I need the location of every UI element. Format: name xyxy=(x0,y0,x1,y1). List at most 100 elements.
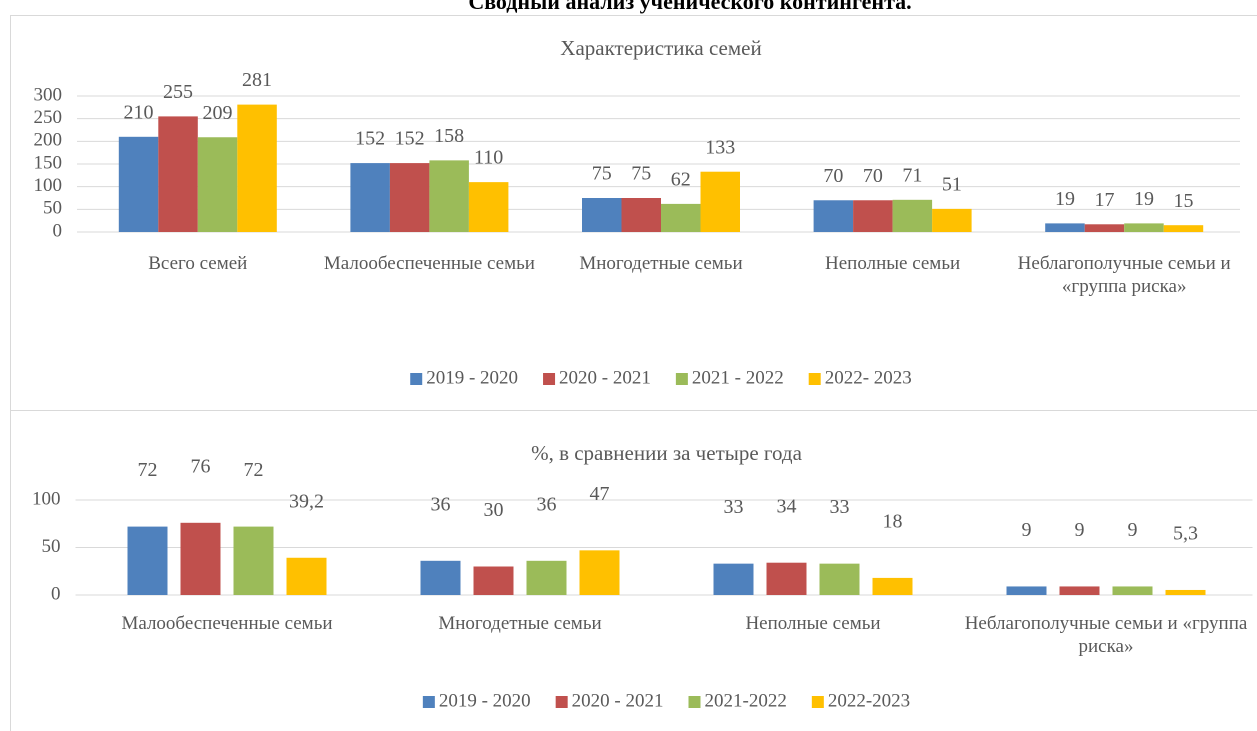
data-label: 71 xyxy=(902,164,922,186)
data-label: 9 xyxy=(1128,519,1138,541)
legend-swatch xyxy=(688,696,701,708)
x-tick-label: Неполные семьи xyxy=(745,613,881,634)
bar xyxy=(237,104,277,232)
data-label: 33 xyxy=(724,496,744,518)
data-label: 75 xyxy=(592,163,612,185)
data-label: 30 xyxy=(484,499,504,521)
y-tick-label: 150 xyxy=(34,152,63,173)
bar xyxy=(1124,223,1164,232)
y-tick-label: 50 xyxy=(42,536,61,557)
legend-swatch xyxy=(422,696,435,708)
x-tick-label: Многодетные семьи xyxy=(438,613,602,634)
x-tick-label: Неблагополучные семьи и «группа риска» xyxy=(964,613,1248,657)
data-label: 281 xyxy=(242,69,272,91)
chart-title: Характеристика семей xyxy=(560,36,761,60)
bar xyxy=(582,198,622,232)
bar xyxy=(872,577,913,595)
bar xyxy=(713,563,754,595)
bar xyxy=(813,200,854,232)
data-label: 70 xyxy=(823,165,843,187)
page-title: Сводный анализ ученического контингента. xyxy=(468,0,911,14)
bar xyxy=(468,182,509,232)
bar xyxy=(429,160,469,232)
data-label: 76 xyxy=(191,455,211,477)
legend-label: 2021-2022 xyxy=(705,690,787,711)
data-label: 15 xyxy=(1173,190,1193,212)
bar xyxy=(350,163,390,232)
data-label: 17 xyxy=(1094,189,1114,211)
y-tick-label: 200 xyxy=(34,130,63,151)
bar xyxy=(1084,224,1125,232)
legend-swatch xyxy=(543,373,556,385)
data-label: 51 xyxy=(942,173,962,195)
bar xyxy=(526,560,567,595)
legend-label: 2022- 2023 xyxy=(825,367,912,388)
data-label: 39,2 xyxy=(289,490,324,512)
x-tick-label: Неполные семьи xyxy=(825,253,961,274)
bar xyxy=(420,560,461,595)
bar xyxy=(233,526,274,595)
y-tick-label: 50 xyxy=(43,198,62,219)
data-label: 210 xyxy=(124,101,154,123)
y-tick-label: 250 xyxy=(34,107,63,128)
data-label: 209 xyxy=(203,102,233,124)
y-tick-label: 0 xyxy=(53,220,63,241)
bar xyxy=(197,137,238,232)
data-label: 152 xyxy=(355,128,385,150)
data-label: 9 xyxy=(1075,519,1085,541)
chart-frame xyxy=(10,410,1257,731)
y-tick-label: 100 xyxy=(32,488,61,509)
legend-label: 2022-2023 xyxy=(828,690,910,711)
bar xyxy=(180,522,221,595)
bar xyxy=(853,200,893,232)
legend-label: 2020 - 2021 xyxy=(572,690,664,711)
data-label: 110 xyxy=(474,147,503,169)
legend-swatch xyxy=(410,373,423,385)
data-label: 5,3 xyxy=(1173,523,1198,545)
data-label: 72 xyxy=(244,459,264,481)
data-label: 70 xyxy=(863,165,883,187)
bar xyxy=(1045,223,1085,232)
legend-swatch xyxy=(811,696,824,708)
legend-swatch xyxy=(675,373,688,385)
x-tick-label: Неблагополучные семьи и «группа риска» xyxy=(1017,253,1231,297)
data-label: 75 xyxy=(631,163,651,185)
x-tick-label: Многодетные семьи xyxy=(579,253,743,274)
legend-label: 2019 - 2020 xyxy=(439,690,531,711)
y-tick-label: 300 xyxy=(34,84,63,105)
data-label: 19 xyxy=(1134,188,1154,210)
data-label: 34 xyxy=(777,495,797,517)
bar xyxy=(127,526,168,595)
bar xyxy=(118,136,159,232)
bar xyxy=(892,199,933,232)
data-label: 152 xyxy=(395,128,425,150)
data-label: 47 xyxy=(590,483,610,505)
bar xyxy=(766,562,807,595)
legend-swatch xyxy=(555,696,568,708)
bar xyxy=(1006,586,1047,595)
data-label: 255 xyxy=(163,81,193,103)
bar xyxy=(621,198,661,232)
bar xyxy=(661,203,701,232)
x-tick-label: Малообеспеченные семьи xyxy=(323,253,535,274)
x-tick-label: Всего семей xyxy=(148,253,248,274)
bar xyxy=(1059,586,1100,595)
data-label: 62 xyxy=(671,168,691,190)
bar xyxy=(700,171,740,232)
bar xyxy=(1165,589,1206,595)
legend-label: 2021 - 2022 xyxy=(692,367,784,388)
data-label: 9 xyxy=(1022,519,1032,541)
data-label: 36 xyxy=(431,493,451,515)
legend-label: 2020 - 2021 xyxy=(559,367,651,388)
bar xyxy=(819,563,860,595)
legend-label: 2019 - 2020 xyxy=(426,367,518,388)
data-label: 19 xyxy=(1055,188,1075,210)
y-tick-label: 0 xyxy=(51,583,61,604)
data-label: 158 xyxy=(434,125,464,147)
bar xyxy=(932,208,972,232)
data-label: 36 xyxy=(537,493,557,515)
legend-swatch xyxy=(808,373,821,385)
data-label: 18 xyxy=(883,510,903,532)
data-label: 33 xyxy=(830,496,850,518)
